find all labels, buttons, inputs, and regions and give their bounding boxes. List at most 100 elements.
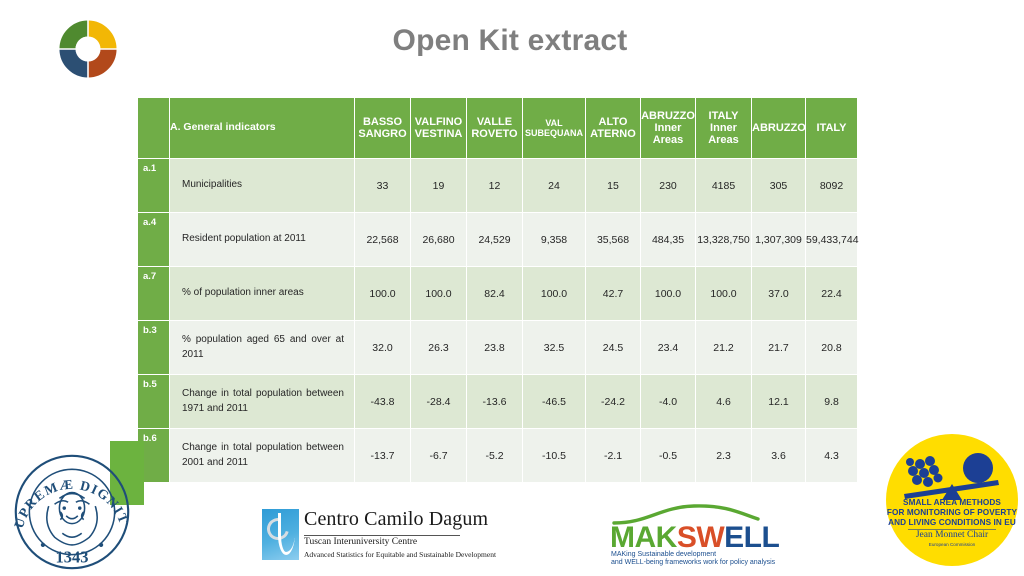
cell-value: 22.4 bbox=[806, 267, 857, 320]
cell-value: 32.0 bbox=[355, 321, 410, 374]
jmc-line-3: AND LIVING CONDITIONS IN EU bbox=[888, 518, 1016, 527]
cell-value: 21.2 bbox=[696, 321, 751, 374]
cell-value: 1,307,309 bbox=[752, 213, 805, 266]
makswell-tagline-2: and WELL-being frameworks work for polic… bbox=[611, 559, 776, 566]
divider bbox=[908, 529, 996, 530]
cell-value: 9.8 bbox=[806, 375, 857, 428]
cell-value: 15 bbox=[586, 159, 640, 212]
svg-text:1343: 1343 bbox=[56, 547, 89, 566]
column-header-val-subequana: VAL SUBEQUANA bbox=[523, 98, 585, 158]
header-line: VAL bbox=[545, 117, 563, 128]
header-line: ABRUZZO bbox=[752, 121, 806, 134]
cell-value: 100.0 bbox=[696, 267, 751, 320]
row-indicator-label: Change in total population between 1971 … bbox=[170, 375, 354, 428]
cell-value: 22,568 bbox=[355, 213, 410, 266]
cell-value: 26,680 bbox=[411, 213, 466, 266]
jean-monnet-chair-badge: SMALL AREA METHODS FOR MONITORING OF POV… bbox=[886, 434, 1018, 566]
cell-value: 13,328,750 bbox=[696, 213, 751, 266]
cell-value: -5.2 bbox=[467, 429, 522, 482]
cell-value: 484,35 bbox=[641, 213, 695, 266]
column-header-abruzzo-inner-areas: ABRUZZO Inner Areas bbox=[641, 98, 695, 158]
makswell-part-3: ELL bbox=[724, 521, 780, 554]
cd-monogram-d bbox=[278, 513, 295, 555]
cell-value: -13.6 bbox=[467, 375, 522, 428]
cell-value: 4185 bbox=[696, 159, 751, 212]
header-line: ITALY bbox=[816, 121, 847, 134]
column-header-valfino-vestina: VALFINO VESTINA bbox=[411, 98, 466, 158]
centro-camilo-dagum-subtitle-2: Advanced Statistics for Equitable and Su… bbox=[304, 550, 497, 559]
cell-value: 100.0 bbox=[411, 267, 466, 320]
centro-camilo-dagum-title: Centro Camilo Dagum bbox=[304, 508, 489, 530]
cell-value: 35,568 bbox=[586, 213, 640, 266]
cell-value: 4.3 bbox=[806, 429, 857, 482]
cell-value: 100.0 bbox=[641, 267, 695, 320]
code-column-header bbox=[138, 98, 169, 158]
table-row: b.5 Change in total population between 1… bbox=[138, 375, 857, 428]
row-indicator-label: Change in total population between 2001 … bbox=[170, 429, 354, 482]
indicator-column-header: A. General indicators bbox=[170, 98, 354, 158]
cd-monogram-icon bbox=[262, 509, 299, 560]
row-code: b.5 bbox=[138, 375, 169, 428]
cell-value: 33 bbox=[355, 159, 410, 212]
cell-value: 12.1 bbox=[752, 375, 805, 428]
makswell-logo: MAKSWELL MAKing Sustainable development … bbox=[608, 503, 783, 573]
cell-value: 8092 bbox=[806, 159, 857, 212]
header-line: ITALY bbox=[708, 109, 739, 122]
cell-value: 100.0 bbox=[523, 267, 585, 320]
table-body: a.1 Municipalities 33 19 12 24 15 230 41… bbox=[138, 159, 859, 482]
header-line: BASSO bbox=[362, 115, 403, 128]
header-line: VALLE bbox=[476, 115, 513, 128]
table-header-row: A. General indicators BASSO SANGRO VALFI… bbox=[138, 98, 857, 158]
row-code: b.3 bbox=[138, 321, 169, 374]
cell-value: -6.7 bbox=[411, 429, 466, 482]
seesaw-balance-icon bbox=[904, 453, 999, 500]
column-header-italy-inner-areas: ITALY Inner Areas bbox=[696, 98, 751, 158]
jmc-line-1: SMALL AREA METHODS bbox=[903, 498, 1001, 507]
cell-value: 4.6 bbox=[696, 375, 751, 428]
cell-value: 24.5 bbox=[586, 321, 640, 374]
makswell-curve-icon bbox=[612, 504, 760, 525]
cell-value: 9,358 bbox=[523, 213, 585, 266]
header-line: SUBEQUANA bbox=[524, 128, 583, 138]
cell-value: -2.1 bbox=[586, 429, 640, 482]
cell-value: 23.8 bbox=[467, 321, 522, 374]
header-line: ALTO bbox=[598, 115, 628, 128]
jmc-commission-label: European Commission bbox=[928, 542, 976, 547]
row-code: a.4 bbox=[138, 213, 169, 266]
header-line: VESTINA bbox=[414, 128, 463, 140]
makswell-tagline-1: MAKing Sustainable development bbox=[611, 551, 717, 558]
cell-value: 24 bbox=[523, 159, 585, 212]
page-title: Open Kit extract bbox=[392, 24, 628, 57]
cell-value: 100.0 bbox=[355, 267, 410, 320]
column-header-alto-aterno: ALTO ATERNO bbox=[586, 98, 640, 158]
cell-value: 82.4 bbox=[467, 267, 522, 320]
cell-value: 230 bbox=[641, 159, 695, 212]
cell-value: 2.3 bbox=[696, 429, 751, 482]
header-line: Inner bbox=[710, 121, 737, 134]
table-row: a.4 Resident population at 2011 22,568 2… bbox=[138, 213, 859, 266]
header-line: Areas bbox=[652, 134, 684, 147]
divider bbox=[304, 535, 460, 536]
cell-value: 24,529 bbox=[467, 213, 522, 266]
row-indicator-label: Resident population at 2011 bbox=[170, 213, 354, 266]
jmc-line-2: FOR MONITORING OF POVERTY bbox=[886, 508, 1018, 517]
row-code: a.7 bbox=[138, 267, 169, 320]
cell-value: 32.5 bbox=[523, 321, 585, 374]
cell-value: 59,433,744 bbox=[806, 213, 859, 266]
cell-value: -10.5 bbox=[523, 429, 585, 482]
row-indicator-label: % of population inner areas bbox=[170, 267, 354, 320]
cell-value: 37.0 bbox=[752, 267, 805, 320]
cell-value: -28.4 bbox=[411, 375, 466, 428]
table-row: a.7 % of population inner areas 100.0 10… bbox=[138, 267, 857, 320]
cell-value: 42.7 bbox=[586, 267, 640, 320]
header-line: Areas bbox=[708, 134, 739, 147]
centro-camilo-dagum-logo: Centro Camilo Dagum Tuscan Interuniversi… bbox=[262, 507, 496, 569]
table-row: b.6 Change in total population between 2… bbox=[138, 429, 857, 482]
cell-value: -13.7 bbox=[355, 429, 410, 482]
row-code: a.1 bbox=[138, 159, 169, 212]
cell-value: 20.8 bbox=[806, 321, 857, 374]
makswell-wordmark: MAKSWELL bbox=[610, 521, 780, 555]
header-line: ABRUZZO bbox=[641, 109, 695, 122]
cell-value: 19 bbox=[411, 159, 466, 212]
